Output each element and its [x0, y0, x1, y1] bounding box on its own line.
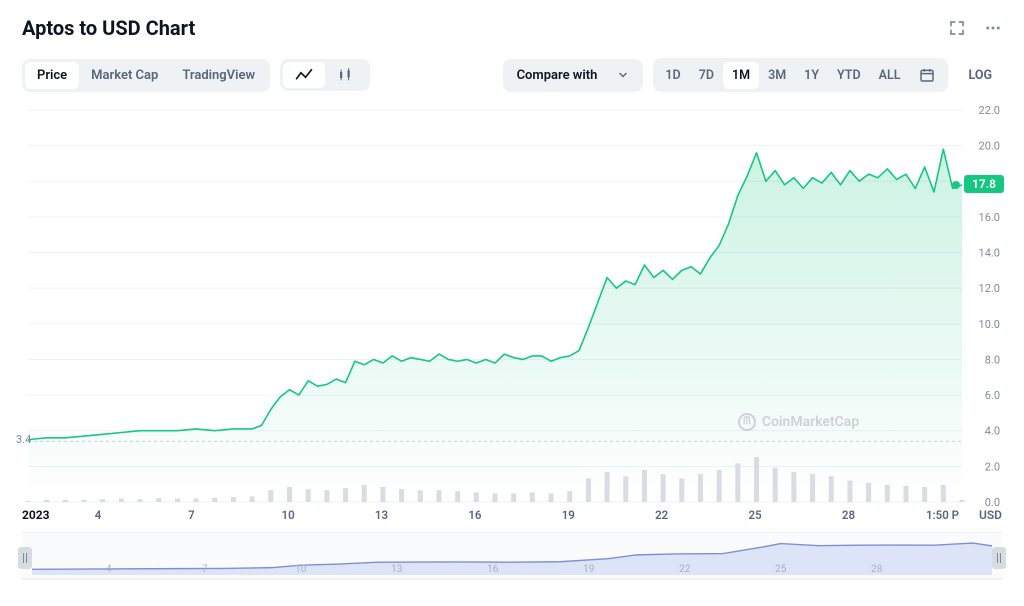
x-tick: 19 [562, 508, 575, 522]
line-chart-icon[interactable] [283, 62, 325, 88]
svg-text:16.0: 16.0 [979, 211, 1000, 224]
svg-text:20.0: 20.0 [979, 140, 1000, 153]
x-tick: 10 [282, 508, 295, 522]
controls-row: Price Market Cap TradingView Compare wit… [22, 58, 1002, 92]
chart-type-group [280, 59, 370, 91]
x-tick: 16 [468, 508, 481, 522]
chevron-down-icon [617, 69, 629, 81]
fullscreen-icon[interactable] [948, 19, 966, 37]
tab-tradingview[interactable]: TradingView [170, 62, 267, 89]
more-icon[interactable] [984, 19, 1002, 37]
svg-text:14.0: 14.0 [979, 247, 1000, 260]
x-tick: 4 [95, 508, 102, 522]
svg-text:22: 22 [679, 564, 691, 575]
x-tick: 7 [188, 508, 195, 522]
start-price-label: 3.4 [16, 433, 31, 446]
svg-text:8.0: 8.0 [985, 353, 1000, 366]
page-title: Aptos to USD Chart [22, 16, 195, 40]
x-tick: 22 [655, 508, 668, 522]
timerange-all[interactable]: ALL [870, 62, 910, 89]
svg-text:13: 13 [391, 564, 402, 575]
calendar-icon[interactable] [909, 61, 945, 89]
watermark-text: CoinMarketCap [762, 414, 859, 430]
timerange-1m[interactable]: 1M [723, 62, 759, 89]
svg-text:6.0: 6.0 [985, 389, 1000, 402]
watermark: ᗰ CoinMarketCap [738, 413, 859, 431]
timerange-1y[interactable]: 1Y [795, 62, 828, 89]
svg-text:25: 25 [775, 564, 787, 575]
svg-text:10.0: 10.0 [979, 318, 1000, 331]
x-tick: 25 [749, 508, 762, 522]
watermark-icon: ᗰ [738, 413, 756, 431]
x-tick: 1:50 P [926, 508, 959, 522]
x-axis-year: 2023 [22, 508, 50, 522]
x-tick: 13 [375, 508, 388, 522]
svg-text:16: 16 [487, 564, 499, 575]
navigator-svg: 4 7 10 13 16 19 22 25 28 [22, 533, 1002, 581]
svg-text:28: 28 [871, 564, 883, 575]
chart-navigator[interactable]: 4 7 10 13 16 19 22 25 28 [22, 532, 1002, 580]
svg-text:19: 19 [583, 564, 594, 575]
candlestick-icon[interactable] [325, 62, 367, 88]
timerange-3m[interactable]: 3M [759, 62, 795, 89]
compare-label: Compare with [517, 68, 598, 83]
compare-button[interactable]: Compare with [503, 59, 644, 92]
timerange-1d[interactable]: 1D [656, 62, 689, 89]
chart-header: Aptos to USD Chart [22, 16, 1002, 40]
nav-handle-right[interactable] [992, 547, 1006, 569]
timerange-ytd[interactable]: YTD [828, 62, 870, 89]
timerange-7d[interactable]: 7D [690, 62, 723, 89]
svg-text:12.0: 12.0 [979, 282, 1000, 295]
timerange-group: 1D 7D 1M 3M 1Y YTD ALL [653, 58, 948, 92]
currency-label: USD [979, 508, 1002, 522]
svg-text:4: 4 [106, 564, 112, 575]
log-scale-button[interactable]: LOG [958, 59, 1002, 92]
current-price-dot [952, 181, 960, 189]
svg-text:7: 7 [202, 564, 208, 575]
nav-handle-left[interactable] [18, 547, 32, 569]
view-tab-group: Price Market Cap TradingView [22, 59, 270, 92]
svg-text:10: 10 [295, 564, 307, 575]
price-chart-svg: 0.02.04.06.08.010.012.014.016.018.020.02… [22, 106, 1002, 506]
main-chart[interactable]: 0.02.04.06.08.010.012.014.016.018.020.02… [22, 106, 1002, 506]
tab-marketcap[interactable]: Market Cap [79, 62, 170, 89]
tab-price[interactable]: Price [25, 62, 79, 89]
svg-text:22.0: 22.0 [979, 106, 1000, 117]
svg-text:2.0: 2.0 [985, 460, 1000, 473]
svg-text:4.0: 4.0 [985, 425, 1000, 438]
svg-text:0.0: 0.0 [985, 496, 1000, 506]
current-price-badge: 17.8 [964, 175, 1004, 193]
x-tick: 28 [842, 508, 855, 522]
